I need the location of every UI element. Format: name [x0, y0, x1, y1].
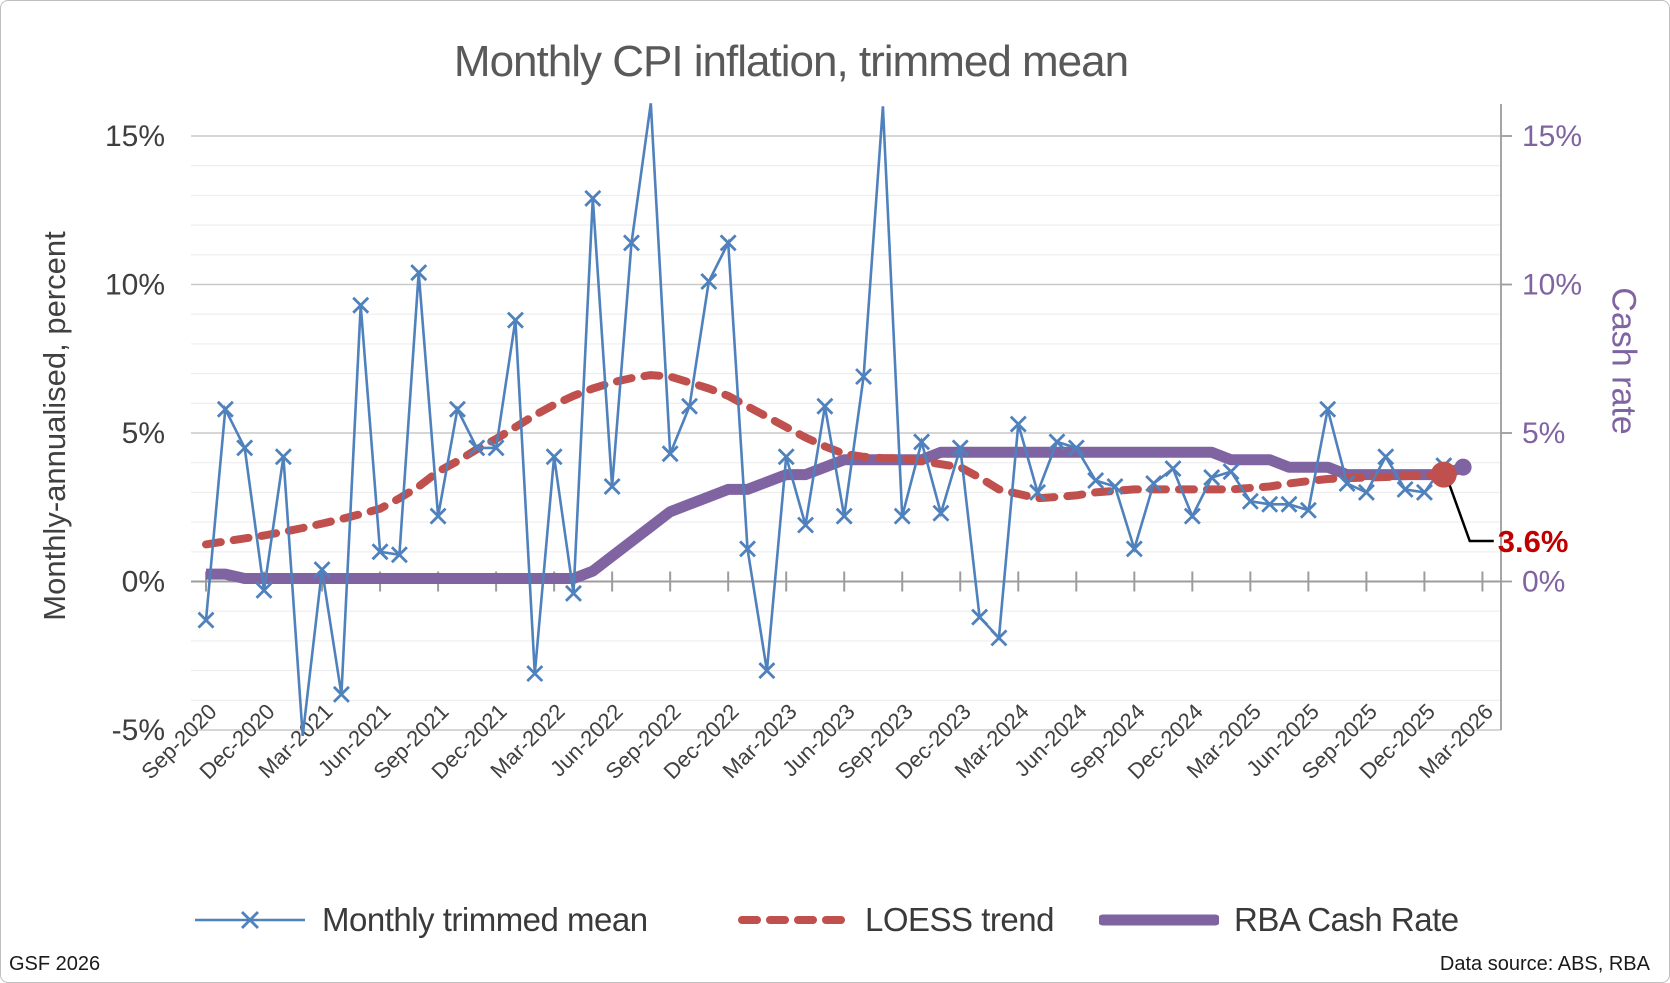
chart-title: Monthly CPI inflation, trimmed mean [453, 37, 1129, 86]
legend-item-monthly-trimmed-mean: Monthly trimmed mean [193, 899, 648, 941]
svg-text:15%: 15% [105, 120, 165, 153]
annotation-final-trend-value: 3.6% [1498, 524, 1569, 559]
svg-text:-5%: -5% [112, 714, 165, 747]
legend-label: RBA Cash Rate [1234, 901, 1459, 938]
svg-text:5%: 5% [1522, 417, 1565, 450]
left-axis-title: Monthly-annualised, percent [37, 231, 72, 621]
svg-text:0%: 0% [1522, 566, 1565, 599]
legend-swatch-purple-line-icon [1099, 914, 1219, 926]
svg-text:10%: 10% [1522, 269, 1582, 302]
svg-text:5%: 5% [122, 417, 165, 450]
legend-swatch-blue-line-x-icon [195, 911, 305, 929]
footer-data-source: Data source: ABS, RBA [1439, 953, 1650, 975]
right-axis-title: Cash rate [1604, 287, 1643, 435]
svg-text:0%: 0% [122, 566, 165, 599]
footer-attribution: GSF 2026 [9, 953, 101, 975]
svg-text:10%: 10% [105, 269, 165, 302]
legend-label: LOESS trend [865, 901, 1054, 938]
legend-item-loess-trend: LOESS trend [736, 899, 1054, 941]
chart-legend: Monthly trimmed mean LOESS trend RBA Cas… [1, 899, 1669, 941]
legend-swatch-red-dashed-icon [738, 916, 850, 924]
svg-text:15%: 15% [1522, 120, 1582, 153]
legend-label: Monthly trimmed mean [322, 901, 648, 938]
legend-item-rba-cash-rate: RBA Cash Rate [1099, 899, 1459, 941]
